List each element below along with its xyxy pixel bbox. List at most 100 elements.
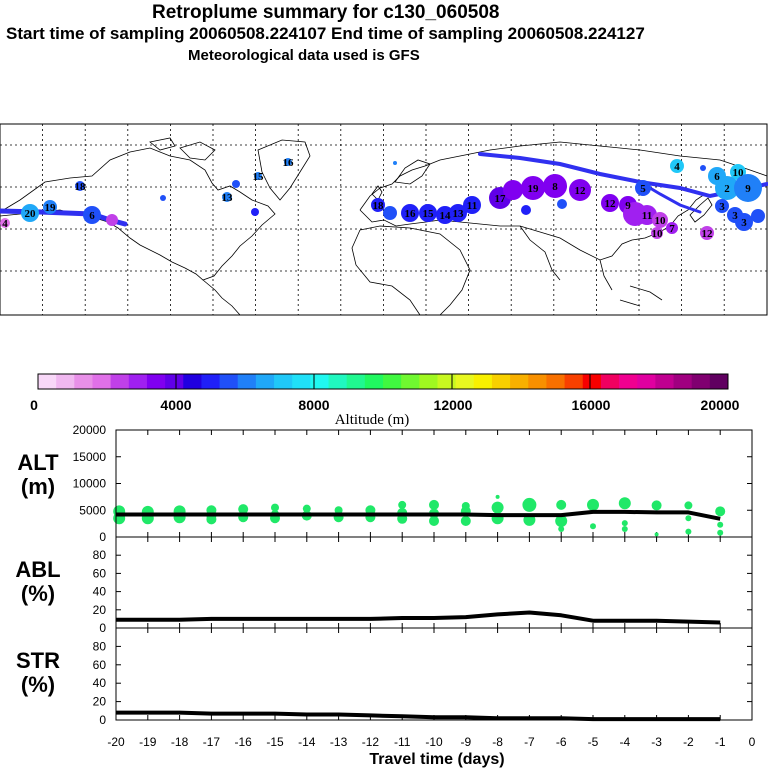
alt-scatter-point-16 (334, 506, 343, 515)
colorbar-swatch-32 (619, 374, 638, 389)
x-tick-7: -13 (330, 735, 348, 749)
colorbar-swatch-28 (546, 374, 565, 389)
x-tick-6: -14 (298, 735, 316, 749)
panel-alt-title: ALT (17, 450, 59, 475)
map-marker-label-16: 14 (440, 210, 452, 222)
alt-scatter-point-28 (460, 515, 471, 526)
map-marker-label-38: 2 (724, 183, 730, 195)
colorbar-swatch-4 (110, 374, 130, 389)
x-tick-4: -16 (235, 735, 253, 749)
x-tick-20: 0 (749, 735, 756, 749)
sampling-time-subtitle: Start time of sampling 20060508.224107 E… (6, 24, 645, 43)
map-marker-label-41: 3 (732, 210, 738, 222)
map-marker-label-8: 13 (222, 192, 234, 204)
met-data-subtitle: Meteorological data used is GFS (188, 47, 420, 64)
x-axis-label: Travel time (days) (369, 751, 504, 768)
map-marker-label-42: 3 (741, 217, 747, 229)
map-marker-26 (601, 194, 619, 212)
colorbar-swatch-15 (310, 374, 329, 389)
map-marker-35 (670, 159, 684, 173)
map-marker-label-0: 4 (2, 218, 8, 230)
panel-abl-title: ABL (15, 557, 60, 582)
map-marker-label-4: 6 (89, 210, 95, 222)
altitude-colorbar: 0 4000 8000 12000 16000 20000 Altitude (m) (30, 373, 740, 428)
colorbar-swatch-36 (691, 374, 711, 389)
map-marker-label-27: 9 (625, 200, 631, 212)
panel-alt-ytick-3: 5000 (79, 503, 106, 517)
colorbar-swatch-37 (709, 374, 729, 389)
map-marker-label-10: 16 (283, 157, 295, 169)
colorbar-swatch-2 (74, 374, 93, 389)
alt-scatter-point-46 (685, 528, 692, 535)
x-tick-10: -10 (425, 735, 443, 749)
map-marker-17 (449, 204, 467, 222)
alt-scatter-point-44 (684, 501, 693, 510)
map-marker-3 (75, 181, 85, 191)
panel-alt: 20000 15000 10000 5000 0 ALT(m) (17, 423, 753, 544)
map-marker-13 (383, 206, 397, 220)
series-line-str (116, 710, 721, 722)
alt-scatter-point-25 (429, 515, 439, 526)
colorbar-swatch-0 (38, 374, 57, 389)
alt-scatter-point-20 (398, 500, 407, 509)
x-tick-19: -1 (715, 735, 726, 749)
colorbar-swatch-14 (292, 374, 311, 389)
colorbar-swatch-13 (274, 374, 293, 389)
map-marker-24 (521, 205, 531, 215)
map-marker-23 (569, 179, 591, 201)
colorbar-swatch-30 (582, 374, 602, 389)
map-marker-label-36: 6 (714, 171, 720, 183)
map-marker-8 (222, 192, 232, 202)
colorbar-swatch-5 (128, 374, 148, 389)
map-marker-10 (284, 158, 292, 166)
alt-scatter-point-29 (495, 494, 500, 499)
colorbar-swatch-27 (528, 374, 547, 389)
map-marker-1 (21, 204, 39, 222)
alt-scatter-point-14 (302, 504, 311, 513)
alt-scatter-point-36 (558, 525, 565, 532)
panel-alt-ytick-4: 0 (99, 530, 106, 544)
map-marker-label-33: 12 (702, 228, 714, 240)
map-marker-label-31: 10 (652, 228, 664, 240)
map-marker-label-9: 15 (253, 171, 265, 183)
colorbar-tick-2: 8000 (298, 397, 329, 413)
x-tick-8: -12 (362, 735, 380, 749)
map-marker-39 (734, 174, 762, 202)
x-tick-18: -2 (683, 735, 694, 749)
map-marker-30 (652, 212, 668, 228)
colorbar-swatch-10 (219, 374, 239, 389)
colorbar-swatch-20 (401, 374, 420, 389)
panel-abl-ytick-3: 20 (93, 603, 107, 617)
map-marker-20 (503, 180, 523, 200)
map-marker-15 (419, 204, 437, 222)
colorbar-swatch-18 (364, 374, 384, 389)
map-marker-44 (700, 165, 706, 171)
colorbar-swatch-8 (183, 374, 202, 389)
panel-str-ytick-0: 80 (93, 639, 107, 653)
alt-scatter-point-34 (556, 499, 567, 510)
panel-abl-ytick-2: 40 (93, 585, 107, 599)
map-marker-2 (43, 200, 57, 214)
alt-scatter-point-35 (555, 514, 568, 527)
panel-str: 80 60 40 20 0 STR(%) (16, 627, 753, 727)
alt-scatter-point-38 (590, 523, 596, 530)
colorbar-swatch-31 (600, 374, 620, 389)
x-tick-17: -3 (651, 735, 662, 749)
x-tick-15: -5 (588, 735, 599, 749)
x-tick-12: -8 (492, 735, 503, 749)
map-marker-38 (715, 176, 739, 200)
colorbar-swatch-11 (237, 374, 257, 389)
map-marker-label-14: 16 (405, 208, 417, 220)
colorbar-swatch-23 (455, 374, 475, 389)
panel-alt-unit: (m) (21, 474, 55, 499)
panel-str-ytick-1: 60 (93, 658, 107, 672)
panel-abl-ytick-1: 60 (93, 566, 107, 580)
colorbar-swatch-25 (491, 374, 511, 389)
map-marker-31 (651, 227, 663, 239)
alt-scatter-point-37 (587, 498, 599, 511)
colorbar-swatch-17 (346, 374, 366, 389)
panel-alt-ytick-0: 20000 (73, 423, 107, 437)
panel-alt-ytick-2: 10000 (73, 477, 107, 491)
